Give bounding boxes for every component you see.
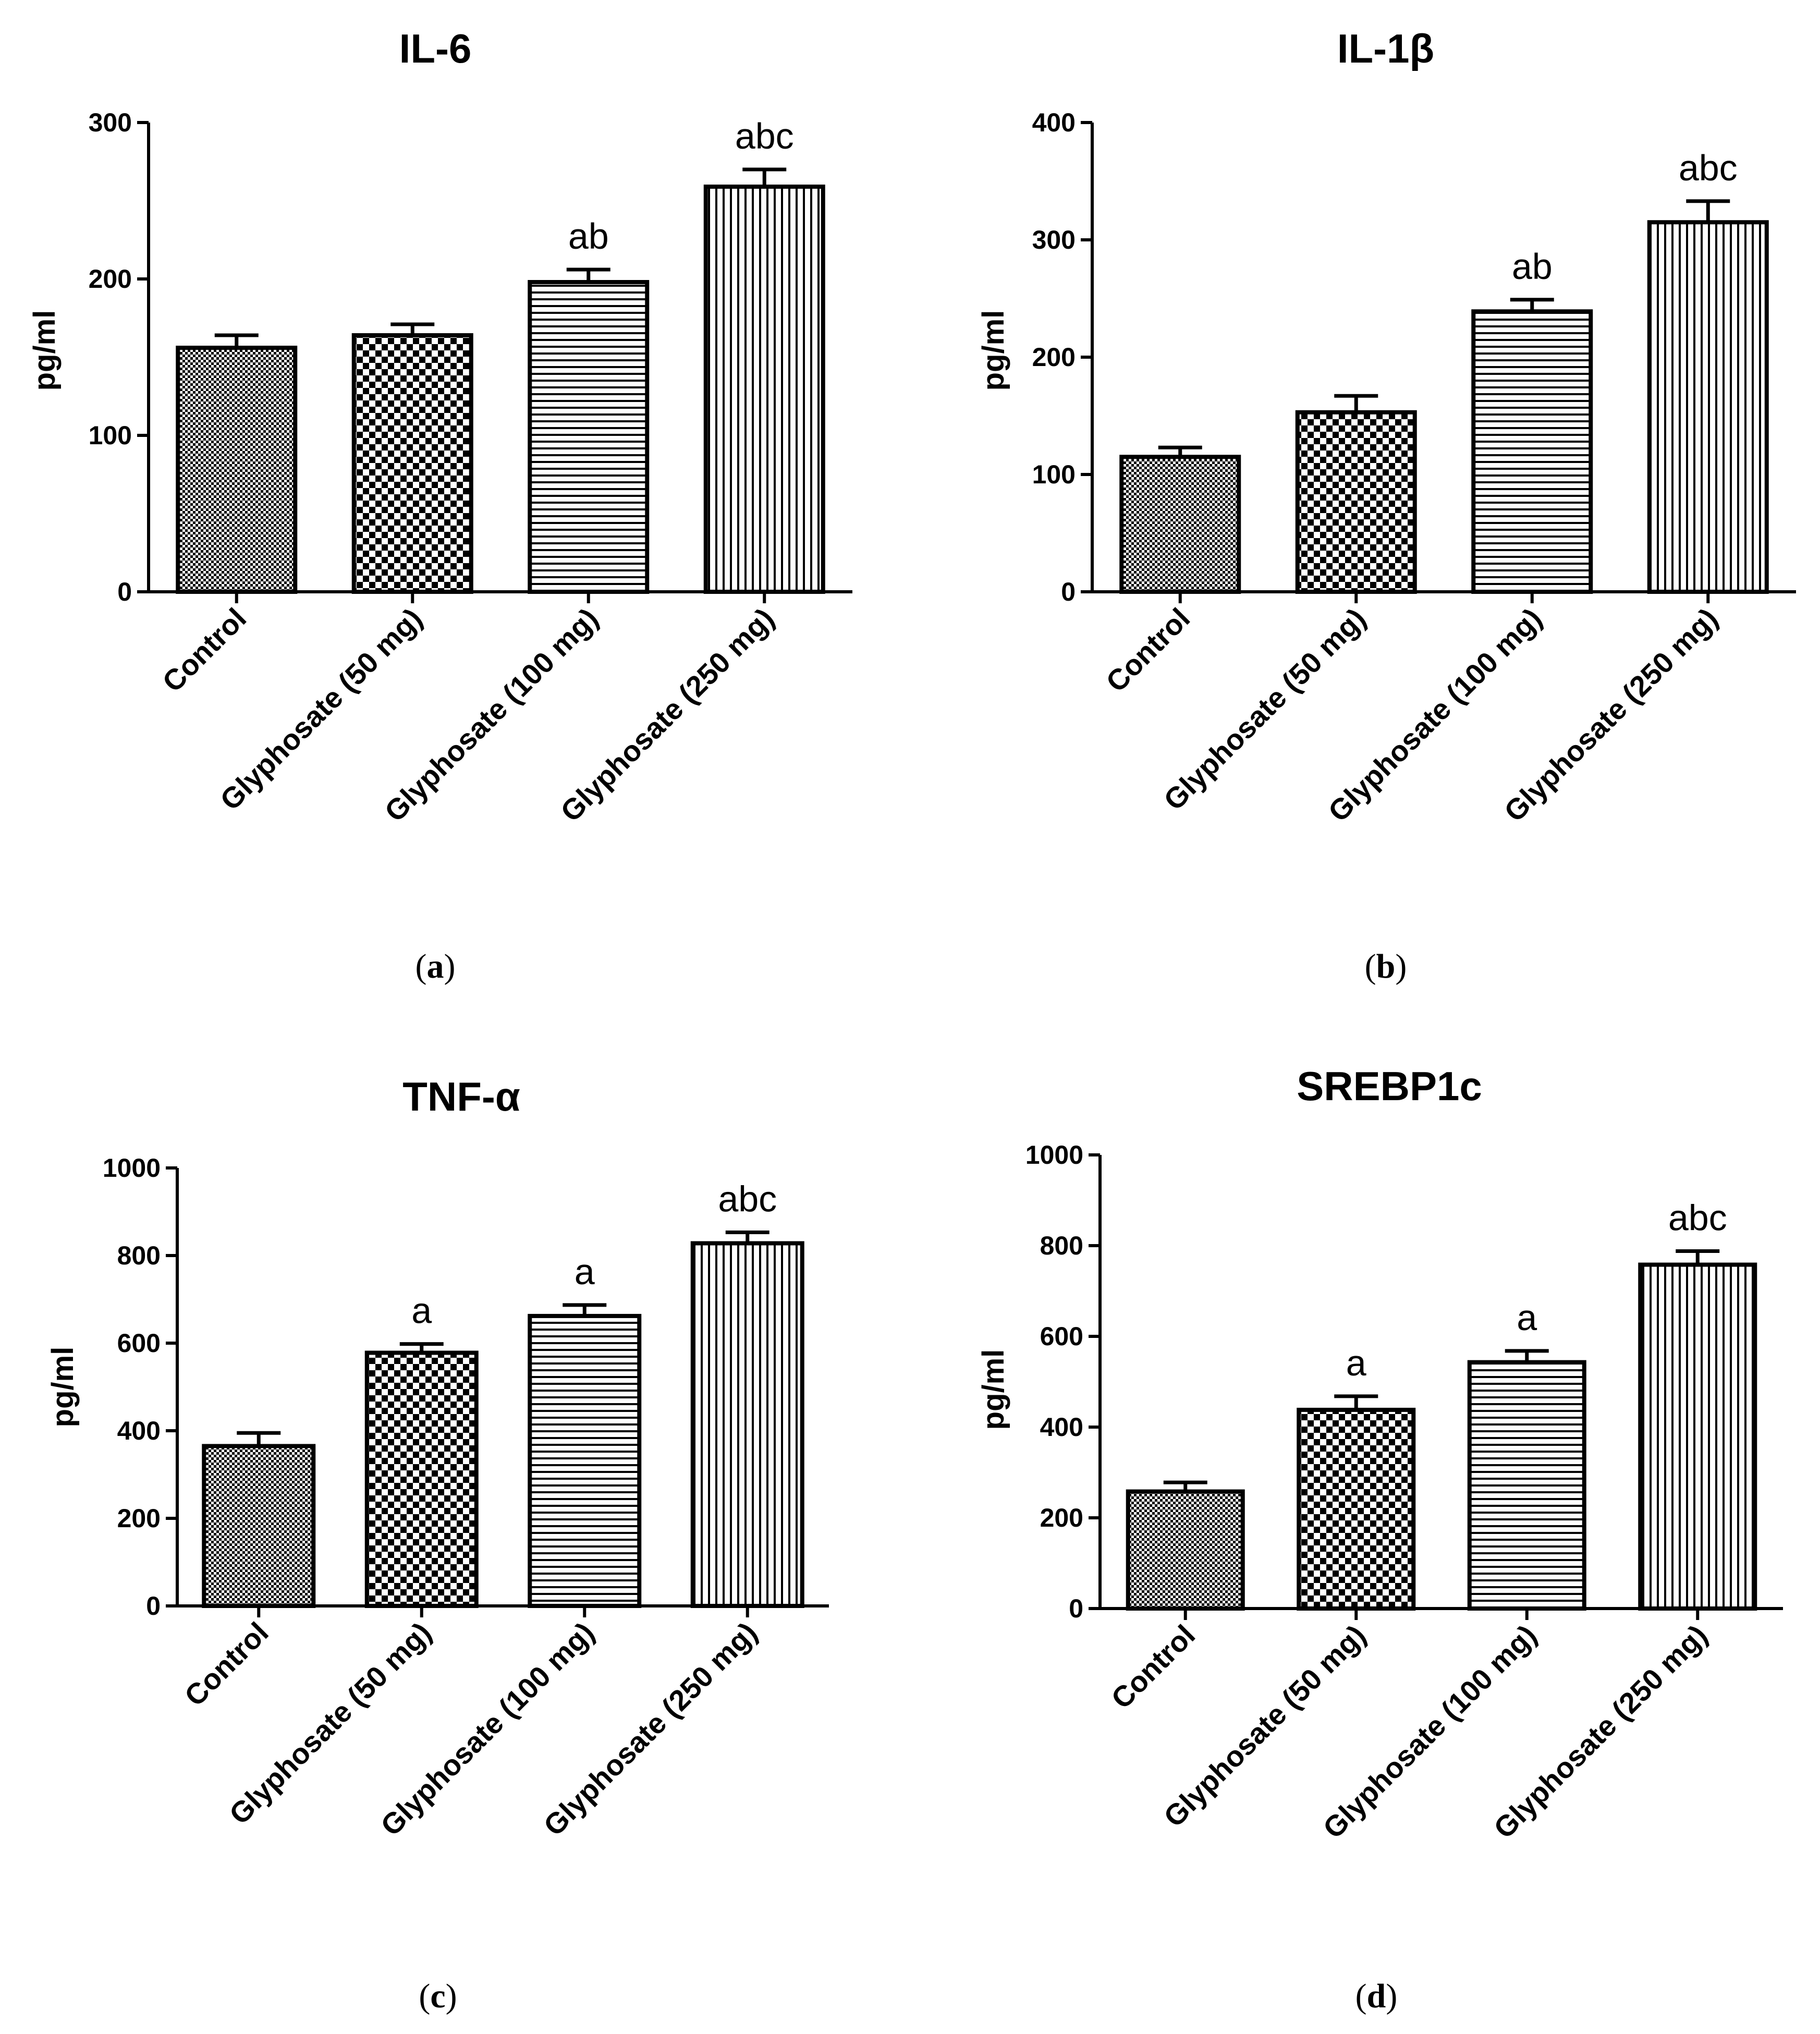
y-tick-label: 0 <box>146 1591 161 1621</box>
bar <box>690 1241 804 1608</box>
y-axis-ticks: 0 200 400 600 800 1000 <box>1025 1140 1100 1623</box>
significance-label: abc <box>718 1178 777 1219</box>
category-label: Control <box>156 602 252 698</box>
bar-group: ab abc <box>176 116 825 594</box>
significance-label: a <box>575 1251 595 1292</box>
y-tick-label: 200 <box>117 1504 161 1533</box>
panel-caption-letter: a <box>427 947 444 985</box>
bar-group: a a abc <box>1126 1197 1757 1611</box>
bar <box>528 1313 642 1608</box>
y-axis-label: pg/ml <box>976 310 1010 391</box>
y-axis-ticks: 0 200 400 600 800 1000 <box>103 1153 177 1621</box>
panel-caption: (a) <box>416 947 456 985</box>
bar <box>528 280 650 594</box>
bar <box>1295 410 1417 594</box>
significance-label: a <box>411 1290 432 1331</box>
significance-label: a <box>1517 1297 1537 1338</box>
category-label: Glyphosate (50 mg) <box>214 602 429 817</box>
chart-title: SREBP1c <box>1297 1063 1482 1109</box>
bar <box>703 185 825 594</box>
y-tick-label: 300 <box>89 108 132 137</box>
chart-title: IL-1β <box>1337 26 1434 71</box>
y-tick-label: 300 <box>1032 225 1076 254</box>
y-tick-label: 400 <box>1032 108 1076 137</box>
significance-label: abc <box>735 116 794 156</box>
bar-group: a a abc <box>202 1178 804 1608</box>
y-tick-label: 0 <box>117 577 132 606</box>
category-label: Control <box>178 1616 274 1712</box>
bar <box>351 333 473 594</box>
y-tick-label: 200 <box>1040 1503 1083 1532</box>
panel-caption-letter: b <box>1376 947 1396 985</box>
bar <box>1467 1360 1586 1611</box>
y-axis-label: pg/ml <box>46 1347 80 1428</box>
chart-panel-c: TNF-α pg/ml 0 200 400 600 800 1000 a a abc Cont… <box>46 1074 829 2015</box>
bar <box>1471 309 1593 594</box>
panel-caption: (d) <box>1355 1977 1398 2015</box>
chart-panel-d: SREBP1c pg/ml 0 200 400 600 800 1000 a a abc Co… <box>976 1063 1783 2015</box>
y-tick-label: 200 <box>1032 343 1076 372</box>
y-axis-label: pg/ml <box>28 310 62 391</box>
chart-panel-a: IL-6 pg/ml 0 100 200 300 ab abc ControlGlyph… <box>28 26 852 985</box>
y-tick-label: 800 <box>117 1241 161 1270</box>
chart-panel-b: IL-1β pg/ml 0 100 200 300 400 ab abc ControlG… <box>976 26 1796 985</box>
panel-caption: (c) <box>419 1977 457 2015</box>
bar <box>1126 1489 1245 1611</box>
significance-label: abc <box>1668 1197 1727 1238</box>
panel-caption: (b) <box>1365 947 1407 985</box>
bar <box>1647 220 1769 594</box>
significance-label: ab <box>1512 246 1553 287</box>
y-tick-label: 1000 <box>1025 1140 1083 1170</box>
y-tick-label: 400 <box>1040 1412 1083 1442</box>
y-tick-label: 800 <box>1040 1231 1083 1260</box>
category-label: Glyphosate (50 mg) <box>1157 602 1372 817</box>
significance-label: a <box>1346 1343 1366 1383</box>
y-tick-label: 0 <box>1069 1594 1083 1623</box>
panel-caption-letter: c <box>430 1977 445 2015</box>
significance-label: abc <box>1679 148 1738 188</box>
chart-title: TNF-α <box>402 1074 520 1119</box>
y-tick-label: 600 <box>1040 1322 1083 1351</box>
bar <box>1638 1262 1757 1611</box>
chart-title: IL-6 <box>399 26 472 71</box>
bar <box>1119 455 1241 594</box>
bar <box>202 1444 316 1608</box>
bar <box>176 346 298 594</box>
panel-caption-letter: d <box>1367 1977 1386 2015</box>
y-tick-label: 100 <box>1032 460 1076 489</box>
y-axis-ticks: 0 100 200 300 <box>89 108 149 606</box>
bar-group: ab abc <box>1119 148 1769 594</box>
bar <box>1297 1407 1416 1611</box>
y-tick-label: 600 <box>117 1329 161 1358</box>
y-tick-label: 1000 <box>103 1153 161 1183</box>
y-tick-label: 200 <box>89 264 132 294</box>
y-axis-label: pg/ml <box>976 1349 1010 1430</box>
category-label: Control <box>1105 1618 1201 1715</box>
y-tick-label: 400 <box>117 1416 161 1445</box>
y-axis-ticks: 0 100 200 300 400 <box>1032 108 1092 606</box>
y-tick-label: 0 <box>1061 577 1076 606</box>
category-label: Control <box>1100 602 1196 698</box>
significance-label: ab <box>568 216 609 257</box>
bar <box>364 1350 479 1608</box>
y-tick-label: 100 <box>89 421 132 450</box>
